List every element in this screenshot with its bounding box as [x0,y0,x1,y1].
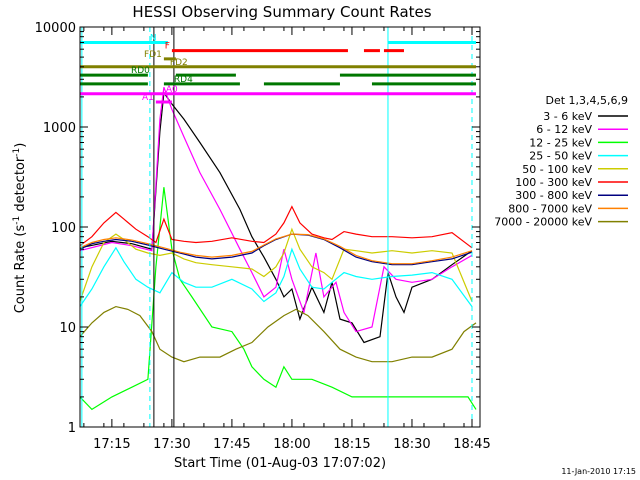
flag-label-n: N [150,33,157,43]
series-line-300-800keV [79,233,473,266]
series-line-100-300keV [79,205,473,249]
legend-title: Det 1,3,4,5,6,9 [545,94,628,107]
x-tick-label-17:30: 17:30 [153,437,190,452]
x-axis-label: Start Time (01-Aug-03 17:07:02) [174,456,386,471]
x-tick-label-18:15: 18:15 [333,437,370,452]
series-line-25-50keV [79,246,473,307]
x-tick-label-18:00: 18:00 [273,437,310,452]
footer-date: 11-Jan-2010 17:15 [561,467,636,476]
legend-label-7: 800 - 7000 keV [508,202,592,215]
legend-label-0: 3 - 6 keV [543,110,592,123]
x-tick-label-18:30: 18:30 [393,437,430,452]
flag-label-rd4: RD4 [174,75,193,85]
flag-label-a0: A0 [166,85,178,95]
y-tick-label-1000: 1000 [43,121,76,136]
legend-label-3: 25 - 50 keV [529,150,592,163]
legend-label-5: 100 - 300 keV [515,176,592,189]
series-line-12-25keV [79,187,477,411]
x-tick-label-17:45: 17:45 [213,437,250,452]
y-tick-label-1: 1 [68,421,76,436]
legend-label-4: 50 - 100 keV [522,163,592,176]
series-line-7000-20000keV [79,305,477,363]
y-tick-label-10000: 10000 [35,21,76,36]
legend-label-1: 6 - 12 keV [536,123,592,136]
x-axis: 17:15 17:30 17:45 18:00 18:15 18:30 18:45 [83,27,491,452]
chart-title: HESSI Observing Summary Count Rates [132,3,431,21]
flag-label-rd0: RD0 [131,66,150,76]
legend-label-6: 300 - 800 keV [515,189,592,202]
y-axis: 1 10 100 1000 10000 [35,21,480,436]
flag-label-fd1: FD1 [144,50,162,60]
x-tick-label-18:45: 18:45 [453,437,490,452]
y-tick-label-100: 100 [51,221,76,236]
series-line-800-7000keV [79,233,473,265]
legend-label-2: 12 - 25 keV [529,136,592,149]
flag-label-f: F [165,42,170,52]
flag-label-a1: A1 [142,93,154,103]
legend-label-8: 7000 - 20000 keV [494,216,592,229]
y-axis-label: Count Rate (s-1 detector-1) [12,143,28,314]
flag-label-fd2: FD2 [170,58,188,68]
y-tick-label-10: 10 [59,321,76,336]
x-tick-label-17:15: 17:15 [93,437,130,452]
series-line-50-100keV [79,227,473,302]
